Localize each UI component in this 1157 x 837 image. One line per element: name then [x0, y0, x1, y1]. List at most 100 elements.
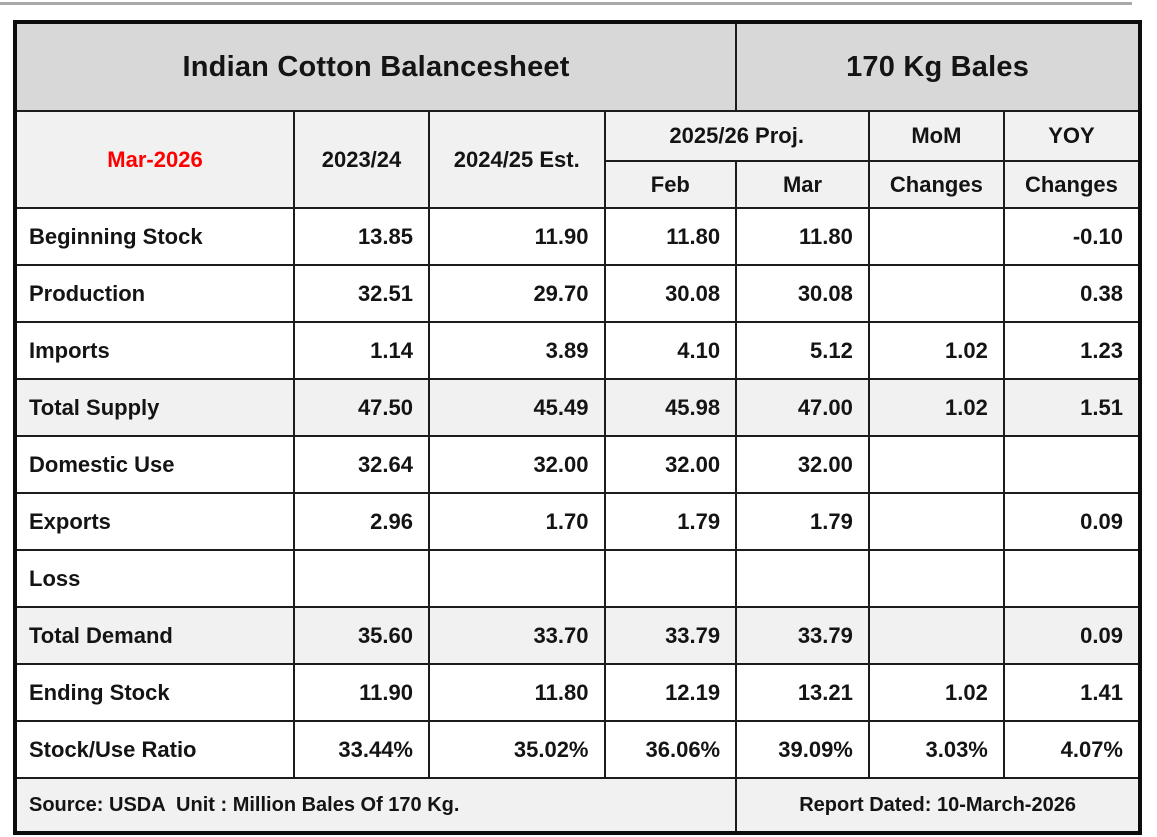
table-row: Total Demand 35.60 33.70 33.79 33.79 0.09 — [14, 606, 1142, 665]
table-row: Imports 1.14 3.89 4.10 5.12 1.02 1.23 — [14, 321, 1142, 380]
value-cell: 32.51 — [293, 264, 430, 323]
table-row: Loss — [14, 549, 1142, 608]
value-cell: 33.70 — [428, 606, 606, 665]
value-cell — [867, 207, 1005, 266]
value-cell: 29.70 — [428, 264, 606, 323]
value-cell: 11.90 — [428, 207, 606, 266]
value-cell: 32.00 — [603, 435, 738, 494]
col-header-2024-25-est: 2024/25 Est. — [428, 110, 606, 209]
period-label: Mar-2026 — [14, 110, 295, 209]
row-label-cell: Beginning Stock — [14, 207, 295, 266]
table-row: Production 32.51 29.70 30.08 30.08 0.38 — [14, 264, 1142, 323]
value-cell — [867, 492, 1005, 551]
value-cell: 13.85 — [293, 207, 430, 266]
balancesheet-report: Indian Cotton Balancesheet 170 Kg Bales … — [13, 20, 1142, 835]
value-cell: 32.64 — [293, 435, 430, 494]
cotton-balancesheet-table: Indian Cotton Balancesheet 170 Kg Bales … — [13, 20, 1142, 835]
table-row: Total Supply 47.50 45.49 45.98 47.00 1.02 1.51 — [14, 378, 1142, 437]
value-cell: 1.51 — [1002, 378, 1142, 437]
col-header-2025-26-proj: 2025/26 Proj. — [603, 110, 870, 162]
value-cell: 2.96 — [293, 492, 430, 551]
table-row: Stock/Use Ratio 33.44% 35.02% 36.06% 39.09% 3… — [14, 720, 1142, 779]
value-cell — [293, 549, 430, 608]
col-header-yoy: YOY — [1002, 110, 1142, 162]
value-cell: 45.98 — [603, 378, 738, 437]
value-cell: 30.08 — [735, 264, 870, 323]
col-header-mom: MoM — [867, 110, 1005, 162]
row-label-cell: Domestic Use — [14, 435, 295, 494]
unit-label: 170 Kg Bales — [735, 21, 1141, 112]
row-label-cell: Production — [14, 264, 295, 323]
value-cell: 11.80 — [603, 207, 738, 266]
value-cell: 11.80 — [428, 663, 606, 722]
value-cell — [1002, 435, 1142, 494]
value-cell: 33.44% — [293, 720, 430, 779]
value-cell: 47.50 — [293, 378, 430, 437]
value-cell: 3.89 — [428, 321, 606, 380]
col-header-yoy-changes: Changes — [1002, 160, 1142, 209]
value-cell: 1.23 — [1002, 321, 1142, 380]
row-label-cell: Stock/Use Ratio — [14, 720, 295, 779]
value-cell — [867, 606, 1005, 665]
value-cell: 1.70 — [428, 492, 606, 551]
value-cell: 30.08 — [603, 264, 738, 323]
value-cell — [1002, 549, 1142, 608]
value-cell — [867, 549, 1005, 608]
value-cell: 35.02% — [428, 720, 606, 779]
col-header-feb: Feb — [603, 160, 738, 209]
col-header-mom-changes: Changes — [867, 160, 1005, 209]
row-label-cell: Total Demand — [14, 606, 295, 665]
value-cell: 0.09 — [1002, 606, 1142, 665]
value-cell: 36.06% — [603, 720, 738, 779]
value-cell: 11.80 — [735, 207, 870, 266]
table-row: Beginning Stock 13.85 11.90 11.80 11.80 -0.10 — [14, 207, 1142, 266]
value-cell: 1.79 — [603, 492, 738, 551]
value-cell — [428, 549, 606, 608]
row-label-cell: Total Supply — [14, 378, 295, 437]
value-cell: 1.02 — [867, 378, 1005, 437]
value-cell: 12.19 — [603, 663, 738, 722]
value-cell: 0.38 — [1002, 264, 1142, 323]
col-header-mar: Mar — [735, 160, 870, 209]
value-cell: 32.00 — [428, 435, 606, 494]
value-cell: 47.00 — [735, 378, 870, 437]
value-cell: 33.79 — [735, 606, 870, 665]
value-cell: 1.79 — [735, 492, 870, 551]
row-label-cell: Loss — [14, 549, 295, 608]
value-cell: 1.02 — [867, 321, 1005, 380]
row-label-cell: Imports — [14, 321, 295, 380]
value-cell: 4.07% — [1002, 720, 1142, 779]
value-cell: 33.79 — [603, 606, 738, 665]
value-cell — [867, 435, 1005, 494]
screenshot-top-edge-line — [0, 2, 1132, 5]
value-cell: 0.09 — [1002, 492, 1142, 551]
source-note: Source: USDA Unit : Million Bales Of 170… — [13, 777, 738, 834]
table-row: Domestic Use 32.64 32.00 32.00 32.00 — [14, 435, 1142, 494]
value-cell — [867, 264, 1005, 323]
table-row: Exports 2.96 1.70 1.79 1.79 0.09 — [14, 492, 1142, 551]
value-cell: 1.41 — [1002, 663, 1142, 722]
table-row: Ending Stock 11.90 11.80 12.19 13.21 1.02 1.41 — [14, 663, 1142, 722]
header-row-sub: Feb Mar Changes Changes — [15, 160, 1142, 209]
row-label-cell: Ending Stock — [14, 663, 295, 722]
value-cell: 45.49 — [428, 378, 606, 437]
value-cell — [603, 549, 738, 608]
value-cell: 32.00 — [735, 435, 870, 494]
value-cell: 5.12 — [735, 321, 870, 380]
row-label-cell: Exports — [14, 492, 295, 551]
value-cell: 1.02 — [867, 663, 1005, 722]
header-row-top: Mar-2026 2023/24 2024/25 Est. 2025/26 Pr… — [14, 110, 1142, 209]
value-cell: 1.14 — [293, 321, 430, 380]
report-date: Report Dated: 10-March-2026 — [735, 777, 1141, 834]
table-body: Beginning Stock 13.85 11.90 11.80 11.80 -0.10… — [14, 207, 1142, 779]
value-cell: 4.10 — [603, 321, 738, 380]
value-cell: -0.10 — [1002, 207, 1142, 266]
value-cell: 35.60 — [293, 606, 430, 665]
value-cell: 3.03% — [867, 720, 1005, 779]
report-title: Indian Cotton Balancesheet — [13, 21, 738, 112]
col-header-2023-24: 2023/24 — [293, 110, 430, 209]
footer-band: Source: USDA Unit : Million Bales Of 170… — [13, 777, 1141, 834]
value-cell: 13.21 — [735, 663, 870, 722]
title-band: Indian Cotton Balancesheet 170 Kg Bales — [13, 21, 1141, 112]
value-cell: 39.09% — [735, 720, 870, 779]
